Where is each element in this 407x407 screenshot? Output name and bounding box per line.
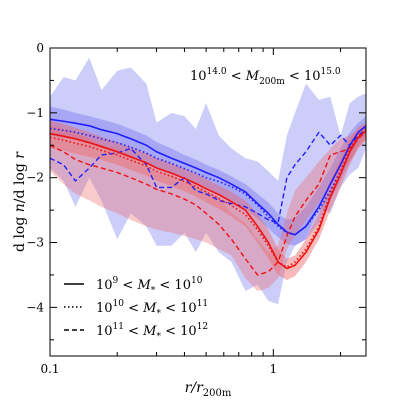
series-line-blue-solid (50, 118, 366, 236)
x-tick-label: 1 (270, 362, 278, 376)
plot-frame (49, 47, 367, 357)
series-line-red-dotted (50, 129, 366, 268)
legend-label-2: 1010 < M* < 1011 (96, 299, 208, 319)
error-band-1 (50, 57, 366, 305)
legend: 109 < M* < 1010 1010 < M* < 1011 1011 < … (64, 276, 208, 342)
error-band-4 (50, 125, 366, 292)
legend-label-3: 1011 < M* < 1012 (96, 322, 208, 342)
error-band-2 (50, 106, 366, 246)
error-band-3 (50, 120, 366, 281)
y-tick-label: −2 (26, 171, 44, 185)
halo-mass-annotation: 1014.0 < M200m < 1015.0 (190, 67, 341, 87)
y-tick-label: 0 (36, 41, 44, 55)
y-tick-label: −3 (26, 236, 44, 250)
error-bands (50, 57, 366, 305)
series-lines (50, 118, 366, 276)
x-axis-label: r/r200m (185, 380, 232, 399)
y-tick-label: −4 (26, 300, 44, 314)
legend-label-1: 109 < M* < 1010 (96, 276, 203, 296)
series-line-blue-dotted (50, 127, 366, 236)
y-tick-label: −1 (26, 106, 44, 120)
plot-area (50, 48, 366, 356)
series-line-red-dashed (50, 130, 366, 276)
x-tick-label: 0.1 (40, 362, 59, 376)
y-axis-label: d log n/d log r (12, 151, 28, 252)
series-line-red-solid (50, 130, 366, 270)
